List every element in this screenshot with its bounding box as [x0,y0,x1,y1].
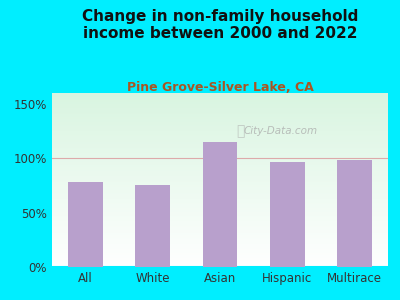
Text: Pine Grove-Silver Lake, CA: Pine Grove-Silver Lake, CA [127,81,313,94]
Text: City-Data.com: City-Data.com [244,126,318,136]
Bar [202,142,238,267]
Bar [68,182,103,267]
Text: ⓘ: ⓘ [236,124,244,138]
Text: Change in non-family household
income between 2000 and 2022: Change in non-family household income be… [82,9,358,41]
Bar [337,160,372,267]
Bar [135,185,170,267]
Bar [270,161,305,267]
